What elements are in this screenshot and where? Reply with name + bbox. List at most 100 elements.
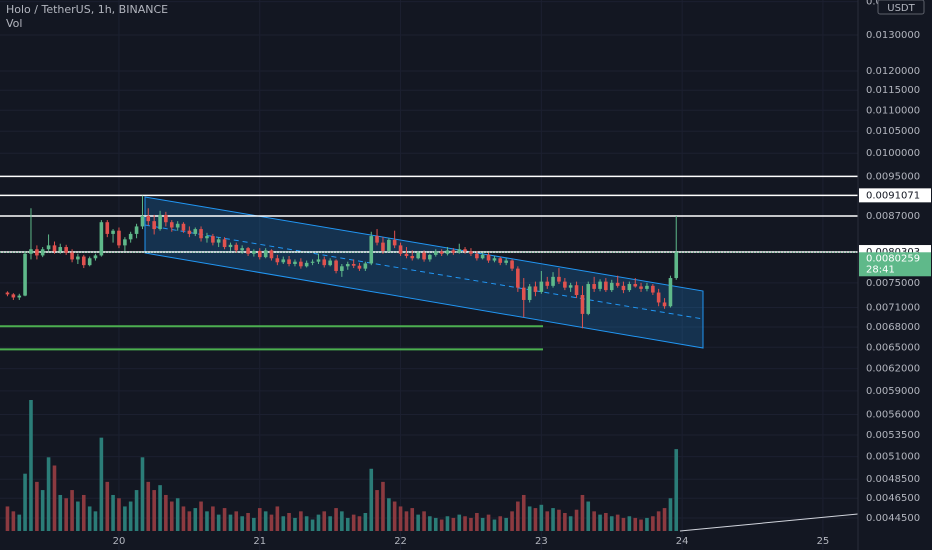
- volume-bar: [475, 512, 479, 531]
- candle-body: [469, 251, 473, 254]
- candle-body: [410, 256, 415, 259]
- candle-body: [187, 230, 192, 234]
- volume-bar: [533, 508, 538, 531]
- y-tick-label: 0.0059000: [866, 386, 920, 397]
- candle-body: [439, 251, 444, 254]
- candle-body: [422, 252, 426, 260]
- volume-bar: [498, 516, 503, 531]
- candle-body: [304, 262, 309, 267]
- trend-line: [679, 513, 859, 532]
- candle-body: [609, 282, 614, 291]
- candle-body: [486, 254, 491, 261]
- last-price-box: [859, 252, 931, 277]
- x-tick-label: 20: [113, 536, 126, 547]
- volume-bar: [586, 501, 591, 531]
- volume-bar: [604, 512, 608, 531]
- y-tick-label: 0.0075000: [866, 278, 920, 289]
- candle-body: [322, 259, 327, 266]
- volume-bar: [345, 517, 350, 531]
- volume-bar: [169, 501, 174, 531]
- candle-body: [35, 249, 39, 256]
- candle-body: [316, 259, 321, 262]
- candle-body: [604, 281, 608, 291]
- candle-body: [457, 249, 462, 253]
- volume-bar: [334, 508, 338, 531]
- volume-bar: [58, 494, 63, 531]
- candle-body: [246, 248, 250, 254]
- candle-body: [128, 233, 133, 240]
- y-tick-label: 0.0053500: [866, 430, 920, 441]
- candle-body: [252, 250, 256, 254]
- countdown: 28:41: [866, 264, 895, 275]
- candle-body: [463, 249, 467, 252]
- candle-body: [510, 260, 514, 269]
- candle-body: [257, 250, 262, 258]
- volume-bar: [392, 501, 397, 531]
- candle-body: [275, 258, 280, 263]
- candle-body: [351, 263, 356, 266]
- volume-bar: [35, 481, 39, 531]
- volume-bar: [175, 498, 180, 531]
- price-line-label-box: [859, 188, 931, 203]
- volume-bar: [615, 514, 620, 531]
- candle-body: [592, 284, 596, 289]
- candle-body: [416, 252, 420, 259]
- volume-bar: [357, 516, 362, 531]
- volume-bar: [445, 516, 450, 531]
- candle-body: [293, 261, 297, 264]
- candle-body: [40, 249, 45, 256]
- candle-body: [117, 230, 121, 246]
- volume-bar: [287, 512, 291, 531]
- volume-bar: [304, 516, 309, 531]
- currency: USDT: [887, 3, 915, 14]
- candle-body: [5, 292, 10, 295]
- volume-bar: [539, 504, 544, 531]
- volume-bar: [369, 468, 374, 531]
- candle-body: [627, 284, 632, 291]
- volume-bar: [211, 506, 215, 531]
- y-tick-label: 0.0130000: [866, 30, 920, 41]
- candle-body: [181, 223, 186, 231]
- candle-body: [375, 236, 379, 243]
- candle-body: [281, 259, 286, 263]
- candle-body: [533, 286, 538, 292]
- volume-bar: [128, 501, 133, 531]
- candle-body: [357, 265, 362, 269]
- y-tick-label: 0.0056000: [866, 409, 920, 420]
- candle-body: [433, 251, 438, 255]
- candle-body: [492, 258, 497, 261]
- y-tick-label: 0.0048500: [866, 474, 920, 485]
- candle-body: [568, 285, 573, 288]
- volume-bar: [117, 498, 121, 531]
- volume-bar: [504, 517, 508, 531]
- candle-body: [340, 266, 344, 271]
- volume-bar: [81, 494, 86, 531]
- volume-bar: [146, 481, 151, 531]
- candle-body: [205, 236, 209, 239]
- candle-body: [234, 244, 239, 251]
- candle-body: [527, 286, 532, 300]
- candle-body: [345, 263, 350, 267]
- volume-bar: [492, 519, 497, 531]
- volume-bar: [87, 506, 92, 531]
- candle-body: [111, 230, 115, 234]
- candle-body: [574, 285, 579, 295]
- volume-bar: [551, 508, 555, 531]
- candle-body: [480, 254, 485, 259]
- volume-bar: [216, 514, 221, 531]
- volume-bar: [381, 481, 385, 531]
- last-price-label: 0.0080259: [866, 253, 920, 264]
- candle-body: [93, 255, 98, 259]
- candle-body: [23, 253, 27, 296]
- candle-body: [216, 239, 221, 243]
- volume-bar: [299, 511, 303, 531]
- volume-bar: [134, 490, 139, 531]
- volume-bar: [228, 514, 233, 531]
- candle-body: [140, 215, 145, 227]
- volume-bar: [404, 511, 409, 531]
- volume-bar: [545, 511, 550, 531]
- volume-bar: [340, 511, 344, 531]
- y-tick-label: 0.0105000: [866, 126, 920, 137]
- volume-bar: [40, 490, 45, 531]
- volume-bar: [316, 514, 321, 531]
